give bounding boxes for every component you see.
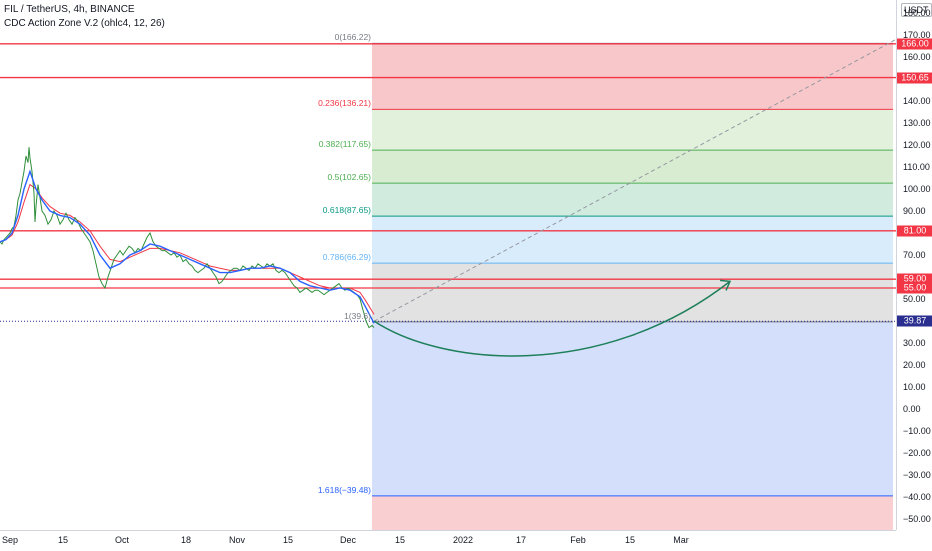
price-tick-label: −10.00 [903,426,931,436]
time-tick-label: Sep [1,535,19,545]
fib-retracement[interactable] [372,43,893,530]
fib-zone [372,43,893,110]
fib-level-lines [372,42,893,497]
fib-zone [372,495,893,530]
price-tick-label: 30.00 [903,338,926,348]
price-tick-label: 10.00 [903,382,926,392]
fib-zone [372,263,893,322]
symbol-title: FIL / TetherUS, 4h, BINANCE [4,4,135,15]
fib-level-label: 1.618(−39.48) [317,484,371,495]
ema-fast-line [0,169,375,324]
fib-level-label: 0(166.22) [334,32,371,43]
time-tick-label: 15 [394,535,406,545]
fib-level-label: 0.786(66.29) [322,252,371,263]
time-tick-label: 17 [515,535,527,545]
price-series [0,147,375,329]
price-tick-label: −30.00 [903,470,931,480]
time-axis[interactable]: Sep 15 Oct 18 Nov 15 Dec 15 2022 17 Feb 15 Mar [0,530,896,551]
price-tick-label: 70.00 [903,250,926,260]
fib-zone [372,109,893,151]
price-tag[interactable]: 150.65 [897,72,932,84]
horizontal-lines[interactable] [0,43,896,289]
price-tick-label: −20.00 [903,448,931,458]
ema-slow-line [0,183,375,315]
fib-zone [372,216,893,264]
time-tick-label: Mar [673,535,689,545]
fib-level-label: 1(39.6) [344,310,371,321]
price-tag[interactable]: 166.00 [897,38,932,50]
fib-level-label: 0.5(102.65) [327,172,371,183]
time-tick-label: 15 [282,535,294,545]
fib-zone [372,321,893,496]
price-tick-label: 180.00 [903,8,931,18]
arrow-head-icon [719,279,732,291]
price-tag[interactable]: 81.00 [897,225,932,237]
chart-canvas[interactable] [0,0,896,530]
fib-zone [372,183,893,217]
price-axis[interactable]: USDT 180.00170.00160.00150.00140.00130.0… [896,0,932,530]
price-tick-label: 100.00 [903,184,931,194]
price-tick-label: 130.00 [903,118,931,128]
price-tick-label: 140.00 [903,96,931,106]
time-tick-label: 2022 [452,535,474,545]
currency-unit-label[interactable]: USDT [901,3,932,17]
indicator-title: CDC Action Zone V.2 (ohlc4, 12, 26) [4,18,165,29]
time-tick-label: Oct [114,535,130,545]
price-tag[interactable]: 55.00 [897,282,932,294]
fib-level-label: 0.382(117.65) [318,139,371,150]
projection-arc-arrow[interactable] [373,280,731,357]
price-tick-label: 170.00 [903,30,931,40]
time-tick-label: 18 [180,535,192,545]
time-tick-label: Nov [228,535,246,545]
price-tick-label: 50.00 [903,294,926,304]
time-tick-label: 15 [624,535,636,545]
price-tick-label: −50.00 [903,514,931,524]
price-tick-label: 120.00 [903,140,931,150]
price-tag[interactable]: 59.00 [897,273,932,285]
fib-zone [372,150,893,184]
fib-level-label: 0.236(136.21) [318,98,371,109]
price-tick-label: 110.00 [903,162,930,172]
time-tick-label: Feb [570,535,586,545]
price-tick-label: 90.00 [903,206,926,216]
price-tick-label: −40.00 [903,492,931,502]
projection-trend-line[interactable] [373,38,896,322]
price-tick-label: 20.00 [903,360,926,370]
price-tag[interactable]: 39.87 [897,315,932,327]
fib-level-label: 0.618(87.65) [322,205,371,216]
time-tick-label: 15 [57,535,69,545]
time-tick-label: Dec [339,535,357,545]
price-tick-label: 0.00 [903,404,921,414]
price-tick-label: 160.00 [903,52,931,62]
